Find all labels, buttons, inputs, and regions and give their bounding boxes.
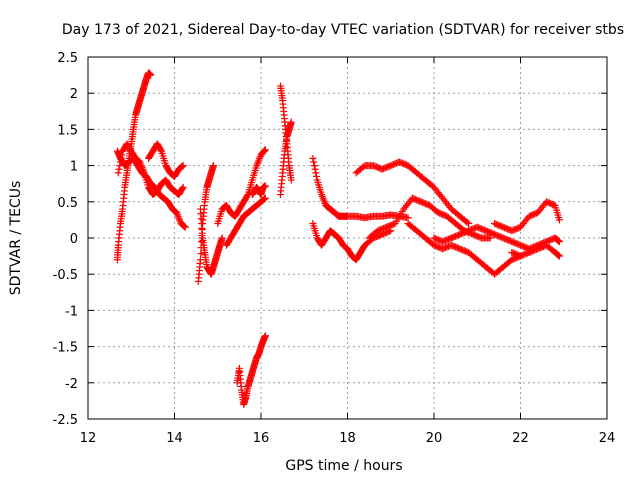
x-tick-label: 14 — [166, 431, 183, 446]
data-point — [555, 252, 563, 260]
series-track-m — [309, 154, 412, 222]
data-point — [115, 165, 123, 173]
series-track-i — [248, 182, 269, 199]
data-point — [178, 163, 186, 171]
data-point — [157, 146, 165, 154]
y-tick-label: -0.5 — [53, 268, 78, 283]
y-tick-label: 1.5 — [57, 123, 78, 138]
y-tick-label: 2.5 — [57, 51, 78, 66]
data-point — [555, 237, 563, 245]
data-point — [218, 234, 226, 242]
data-point — [554, 236, 562, 244]
x-tick-label: 16 — [253, 431, 270, 446]
data-point — [310, 158, 318, 166]
data-point — [197, 250, 205, 258]
series-track-q — [404, 220, 524, 278]
data-point — [261, 147, 269, 155]
data-point — [555, 216, 563, 224]
series-track-k — [276, 82, 295, 184]
data-point — [181, 223, 189, 231]
data-point — [261, 195, 269, 203]
series-track-r — [430, 223, 563, 253]
data-point — [554, 251, 562, 259]
data-point — [179, 183, 187, 191]
data-point — [555, 251, 563, 259]
y-tick-label: 2 — [70, 87, 78, 102]
y-tick-label: -1.5 — [53, 341, 78, 356]
y-tick-label: -2.5 — [53, 413, 78, 428]
points-layer — [113, 69, 563, 409]
data-point — [198, 238, 206, 246]
data-point — [114, 169, 122, 177]
data-point — [310, 162, 318, 170]
data-point — [197, 244, 205, 252]
data-point — [198, 232, 206, 240]
data-point — [311, 165, 319, 173]
data-point — [463, 218, 471, 226]
series-track-h — [222, 194, 269, 249]
x-tick-label: 18 — [339, 431, 356, 446]
data-point — [118, 151, 126, 159]
y-tick-label: 0.5 — [57, 196, 78, 211]
series-track-l — [276, 118, 295, 199]
data-point — [287, 118, 295, 126]
series-track-n — [309, 220, 395, 264]
data-point — [260, 147, 268, 155]
series-track-o — [352, 158, 473, 228]
data-point — [261, 194, 269, 202]
data-point — [116, 162, 124, 170]
data-point — [209, 162, 217, 170]
x-tick-label: 12 — [80, 431, 97, 446]
y-tick-label: 0 — [70, 232, 78, 247]
data-point — [312, 169, 320, 177]
data-point — [555, 238, 563, 246]
series-track-c — [114, 140, 187, 199]
series-track-g — [214, 146, 269, 228]
series-track-s — [491, 198, 563, 235]
data-point — [261, 182, 269, 190]
data-point — [147, 71, 155, 79]
data-point — [178, 162, 186, 170]
x-tick-label: 22 — [512, 431, 529, 446]
series-track-d — [145, 140, 187, 180]
data-point — [243, 192, 251, 200]
y-axis-label: SDTVAR / TECUs — [8, 181, 24, 296]
grid-layer — [88, 57, 607, 419]
x-tick-label: 24 — [599, 431, 616, 446]
data-point — [116, 158, 124, 166]
data-point — [465, 220, 473, 228]
y-tick-label: -2 — [65, 377, 78, 392]
data-point — [117, 154, 125, 162]
y-tick-label: 1 — [70, 160, 78, 175]
data-point — [179, 162, 187, 170]
data-point — [178, 185, 186, 193]
chart-title: Day 173 of 2021, Sidereal Day-to-day VTE… — [62, 22, 624, 38]
data-point — [287, 176, 295, 184]
data-point — [181, 223, 189, 231]
series-track-j — [233, 332, 269, 409]
data-point — [261, 332, 269, 340]
x-tick-label: 20 — [426, 431, 443, 446]
data-point — [198, 226, 206, 234]
data-point — [309, 154, 317, 162]
data-point — [260, 195, 268, 203]
data-point — [313, 172, 321, 180]
y-tick-label: -1 — [65, 304, 78, 319]
series-track-f — [194, 162, 217, 285]
data-point — [196, 256, 204, 264]
ticks-layer: 12 14 16 18 20 22 24 -2.5 -2 -1.5 -1 -0.5 0 0.5 1 1.5 2 2… — [53, 51, 616, 446]
series-track-t — [508, 241, 563, 260]
data-point — [180, 222, 188, 230]
data-point — [261, 146, 269, 154]
x-axis-label: GPS time / hours — [285, 458, 402, 474]
